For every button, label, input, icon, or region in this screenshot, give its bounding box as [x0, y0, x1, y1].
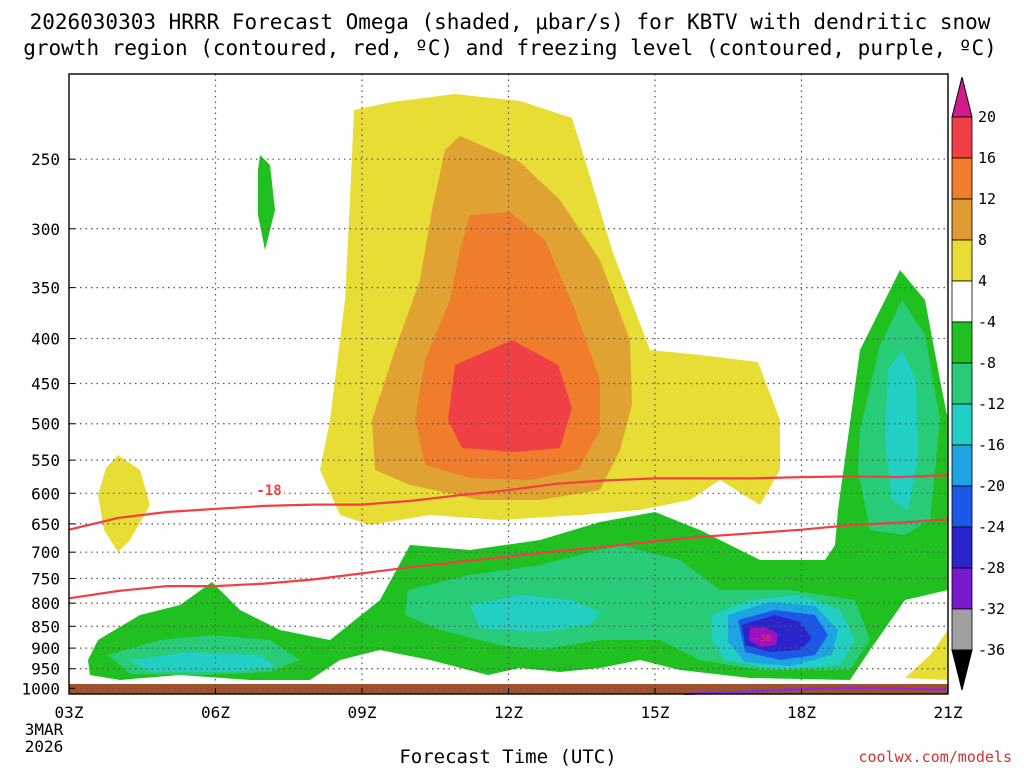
- colorbar-label--28: -28: [978, 559, 1005, 577]
- y-tick-label-900: 900: [31, 639, 60, 658]
- colorbar-segment-5: [951, 321, 973, 364]
- omega-region-16: [448, 340, 572, 452]
- colorbar-segment-0: [951, 116, 973, 159]
- colorbar-segment-6: [951, 362, 973, 405]
- y-tick-label-1000: 1000: [21, 679, 60, 698]
- omega-region-m4b: [88, 270, 948, 680]
- y-tick-label-800: 800: [31, 594, 60, 613]
- colorbar-label--4: -4: [978, 313, 996, 331]
- y-tick-label-450: 450: [31, 375, 60, 394]
- x-tick-label-06Z: 06Z: [201, 703, 230, 722]
- dgz-lower-isotherm-line: [68, 518, 949, 600]
- omega-region-m4: [258, 155, 275, 250]
- chart-title-line1: 2026030303 HRRR Forecast Omega (shaded, …: [30, 10, 991, 34]
- y-axis-ticks: 250 300 350 400 450 500 550 600 650 700 750 800 850 9…: [21, 150, 75, 698]
- y-tick-label-350: 350: [31, 279, 60, 298]
- colorbar-segment-1: [951, 157, 973, 200]
- colorbar-segment-11: [951, 567, 973, 610]
- colorbar-top-arrow: [951, 76, 973, 118]
- colorbar-label--32: -32: [978, 600, 1005, 618]
- contour-label-minus18: -18: [256, 483, 281, 499]
- omega-region-m12b: [130, 652, 275, 672]
- y-tick-label-650: 650: [31, 515, 60, 534]
- x-tick-label-12Z: 12Z: [494, 703, 523, 722]
- credit-text: coolwx.com/models: [858, 748, 1012, 766]
- y-tick-label-500: 500: [31, 415, 60, 434]
- y-tick-label-950: 950: [31, 660, 60, 679]
- x-tick-label-18Z: 18Z: [787, 703, 816, 722]
- dgz-upper-isotherm-line: [68, 474, 949, 531]
- colorbar-label-8: 8: [978, 231, 987, 249]
- colorbar-segment-12: [951, 608, 973, 651]
- colorbar-segment-7: [951, 403, 973, 446]
- colorbar-segment-3: [951, 239, 973, 282]
- colorbar-label--8: -8: [978, 354, 996, 372]
- colorbar-segment-4: [951, 280, 973, 323]
- colorbar-segment-10: [951, 526, 973, 569]
- colorbar-label-16: 16: [978, 149, 996, 167]
- colorbar-label--36: -36: [978, 641, 1005, 659]
- x-axis-label: Forecast Time (UTC): [399, 746, 616, 768]
- x-tick-label-09Z: 09Z: [348, 703, 377, 722]
- colorbar-label--16: -16: [978, 436, 1005, 454]
- colorbar-label-4: 4: [978, 272, 987, 290]
- omega-region-4c: [905, 630, 948, 680]
- colorbar-label-12: 12: [978, 190, 996, 208]
- contour-label-bg: [254, 481, 284, 498]
- y-tick-label-850: 850: [31, 617, 60, 636]
- extreme-label: -30: [755, 634, 771, 644]
- colorbar-bottom-arrow: [951, 649, 973, 691]
- x-tick-label-21Z: 21Z: [934, 703, 963, 722]
- y-tick-label-400: 400: [31, 330, 60, 349]
- omega-region-m28: [749, 627, 778, 647]
- colorbar-segment-8: [951, 444, 973, 487]
- y-tick-label-750: 750: [31, 570, 60, 589]
- y-tick-label-700: 700: [31, 543, 60, 562]
- colorbar-label--24: -24: [978, 518, 1005, 536]
- omega-region-m12c: [885, 350, 918, 510]
- colorbar-label-20: 20: [978, 108, 996, 126]
- y-tick-label-600: 600: [31, 484, 60, 503]
- x-tick-label-15Z: 15Z: [641, 703, 670, 722]
- omega-region-4b: [98, 455, 150, 552]
- x-date-month: 3MAR: [25, 720, 64, 739]
- x-tick-label-03Z: 03Z: [55, 703, 84, 722]
- omega-region-m12: [470, 595, 600, 632]
- colorbar-label--20: -20: [978, 477, 1005, 495]
- chart-title-line2: growth region (contoured, red, ºC) and f…: [23, 36, 997, 60]
- freezing-level-line: [684, 686, 949, 696]
- y-tick-label-300: 300: [31, 220, 60, 239]
- colorbar-label--12: -12: [978, 395, 1005, 413]
- colorbar-segment-2: [951, 198, 973, 241]
- contour-lines: [68, 474, 949, 696]
- y-tick-label-250: 250: [31, 150, 60, 169]
- y-tick-label-550: 550: [31, 451, 60, 470]
- colorbar: 20 16 12 8 4 -4 -8 -12 -16 -20 -24 -28 -32 -36: [951, 76, 1005, 691]
- x-date-year: 2026: [25, 737, 64, 756]
- colorbar-segment-9: [951, 485, 973, 528]
- x-axis-ticks: 03Z 06Z 09Z 12Z 15Z 18Z 21Z: [55, 688, 963, 722]
